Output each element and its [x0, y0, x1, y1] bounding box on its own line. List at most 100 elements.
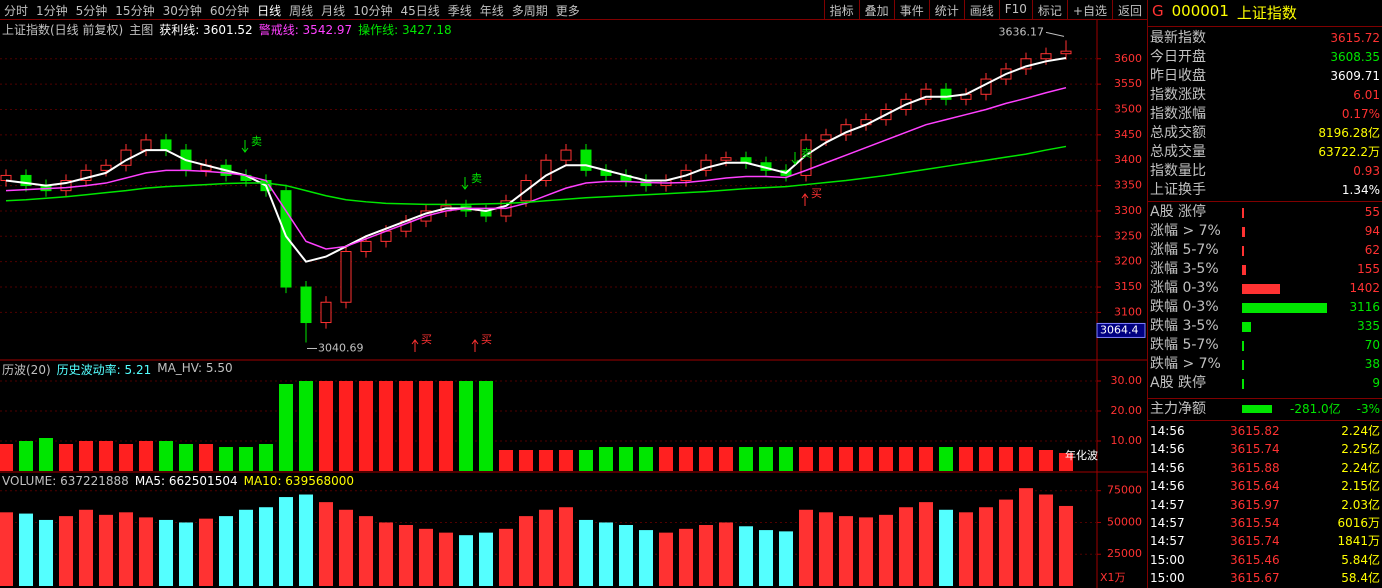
breadth-row: A股 跌停 9: [1150, 374, 1380, 393]
candle-body: [60, 180, 72, 192]
bar: [459, 381, 473, 471]
bar: [99, 514, 113, 586]
y-tick-label: 30.00: [1111, 374, 1143, 387]
tick-price: 3615.88: [1230, 460, 1280, 475]
tool-button[interactable]: 事件: [893, 0, 929, 19]
period-tab[interactable]: 日线: [257, 4, 282, 18]
bar: [319, 381, 333, 471]
bar: [599, 522, 613, 586]
tool-button[interactable]: F10: [998, 0, 1032, 19]
signal-label: 卖: [471, 172, 482, 185]
quote-panel: G 000001 上证指数 最新指数 3615.72 今日开盘 3608.35 昨日收盘 360…: [1147, 0, 1382, 588]
candle-body: [140, 139, 152, 151]
signal-label: 买: [421, 333, 432, 346]
candle-body: [580, 149, 592, 171]
period-tab[interactable]: 周线: [289, 4, 314, 18]
tick-price: 3615.74: [1230, 534, 1280, 549]
bar: [779, 531, 793, 586]
bar: [959, 447, 973, 471]
bar: [359, 516, 373, 586]
period-tab[interactable]: 分时: [4, 4, 29, 18]
period-tab[interactable]: 季线: [447, 4, 472, 18]
candle-body: [280, 190, 292, 288]
bar: [779, 447, 793, 471]
breadth-count: 9: [1372, 376, 1380, 390]
y-tick-label: 3350: [1114, 179, 1142, 192]
bar: [19, 441, 33, 471]
bar: [579, 519, 593, 586]
bar: [79, 509, 93, 586]
breadth-label: 涨幅 5-7%: [1150, 242, 1219, 258]
bar: [819, 512, 833, 586]
bar: [279, 384, 293, 471]
tick-amount: 2.03亿: [1341, 497, 1380, 512]
tick-amount: 58.4亿: [1341, 571, 1380, 586]
tool-button[interactable]: 画线: [963, 0, 999, 19]
y-tick-label: 3200: [1114, 255, 1142, 268]
bar: [799, 509, 813, 586]
bar: [379, 381, 393, 471]
tick-row: 14:56 3615.82 2.24亿: [1150, 422, 1380, 441]
tool-button[interactable]: 叠加: [858, 0, 894, 19]
bar: [659, 447, 673, 471]
y-tick-label: 3150: [1114, 280, 1142, 293]
bar: [999, 499, 1013, 586]
tick-amount: 2.24亿: [1341, 424, 1380, 438]
y-tick-label: 20.00: [1111, 404, 1143, 417]
breadth-row: 跌幅 0-3% 3116: [1150, 298, 1380, 317]
period-tab[interactable]: 10分钟: [353, 4, 393, 18]
tool-button[interactable]: 返回: [1111, 0, 1147, 19]
bar: [0, 512, 13, 586]
period-tab[interactable]: 月线: [321, 4, 346, 18]
breadth-row: 涨幅 5-7% 62: [1150, 241, 1380, 260]
period-tab[interactable]: 45日线: [400, 4, 440, 18]
tick-amount: 6016万: [1337, 516, 1380, 530]
tool-button[interactable]: 统计: [928, 0, 964, 19]
quote-label: 指数涨幅: [1150, 106, 1206, 122]
period-tab[interactable]: 60分钟: [209, 4, 250, 18]
tick-row: 14:57 3615.74 1841万: [1150, 532, 1380, 551]
breadth-count: 94: [1364, 224, 1380, 238]
candle-body: [540, 159, 552, 182]
tick-time: 14:56: [1150, 460, 1185, 475]
period-tab[interactable]: 1分钟: [36, 4, 68, 18]
quote-value: 63722.2万: [1318, 145, 1380, 159]
quote-label: 上证换手: [1150, 182, 1206, 198]
tool-button[interactable]: 标记: [1031, 0, 1067, 19]
tick-time: 14:57: [1150, 534, 1185, 549]
candle-body: [0, 174, 12, 182]
period-tab[interactable]: 更多: [555, 4, 580, 18]
bar: [19, 513, 33, 586]
bar: [239, 509, 253, 586]
bar: [159, 441, 173, 471]
quote-row: 最新指数 3615.72: [1150, 29, 1380, 48]
y-tick-label: 75000: [1107, 484, 1142, 497]
period-tab[interactable]: 年线: [479, 4, 504, 18]
period-tab[interactable]: 15分钟: [115, 4, 155, 18]
period-tab[interactable]: 30分钟: [162, 4, 202, 18]
quote-value: 3609.71: [1330, 69, 1380, 83]
tick-price: 3615.97: [1230, 497, 1280, 512]
bar: [199, 518, 213, 586]
quote-row: 指数量比 0.93: [1150, 162, 1380, 181]
period-tab[interactable]: 多周期: [511, 4, 548, 18]
bar: [119, 512, 133, 586]
tool-button[interactable]: 指标: [823, 0, 859, 19]
signal-arrow: [471, 339, 479, 352]
quote-row: 指数涨跌 6.01: [1150, 86, 1380, 105]
bar: [619, 525, 633, 586]
bar: [139, 441, 153, 471]
tick-time: 15:00: [1150, 571, 1185, 586]
signal-label: 买: [481, 333, 492, 346]
quote-value: 6.01: [1353, 88, 1380, 102]
tool-button[interactable]: +自选: [1066, 0, 1112, 19]
period-tab[interactable]: 5分钟: [75, 4, 108, 18]
y-tick-label: 50000: [1107, 515, 1142, 528]
breadth-count: 1402: [1349, 281, 1380, 295]
bar: [119, 444, 133, 471]
bar: [559, 450, 573, 471]
signal-arrow: [461, 177, 469, 190]
high-pointer: [1045, 31, 1065, 37]
bar: [859, 517, 873, 586]
